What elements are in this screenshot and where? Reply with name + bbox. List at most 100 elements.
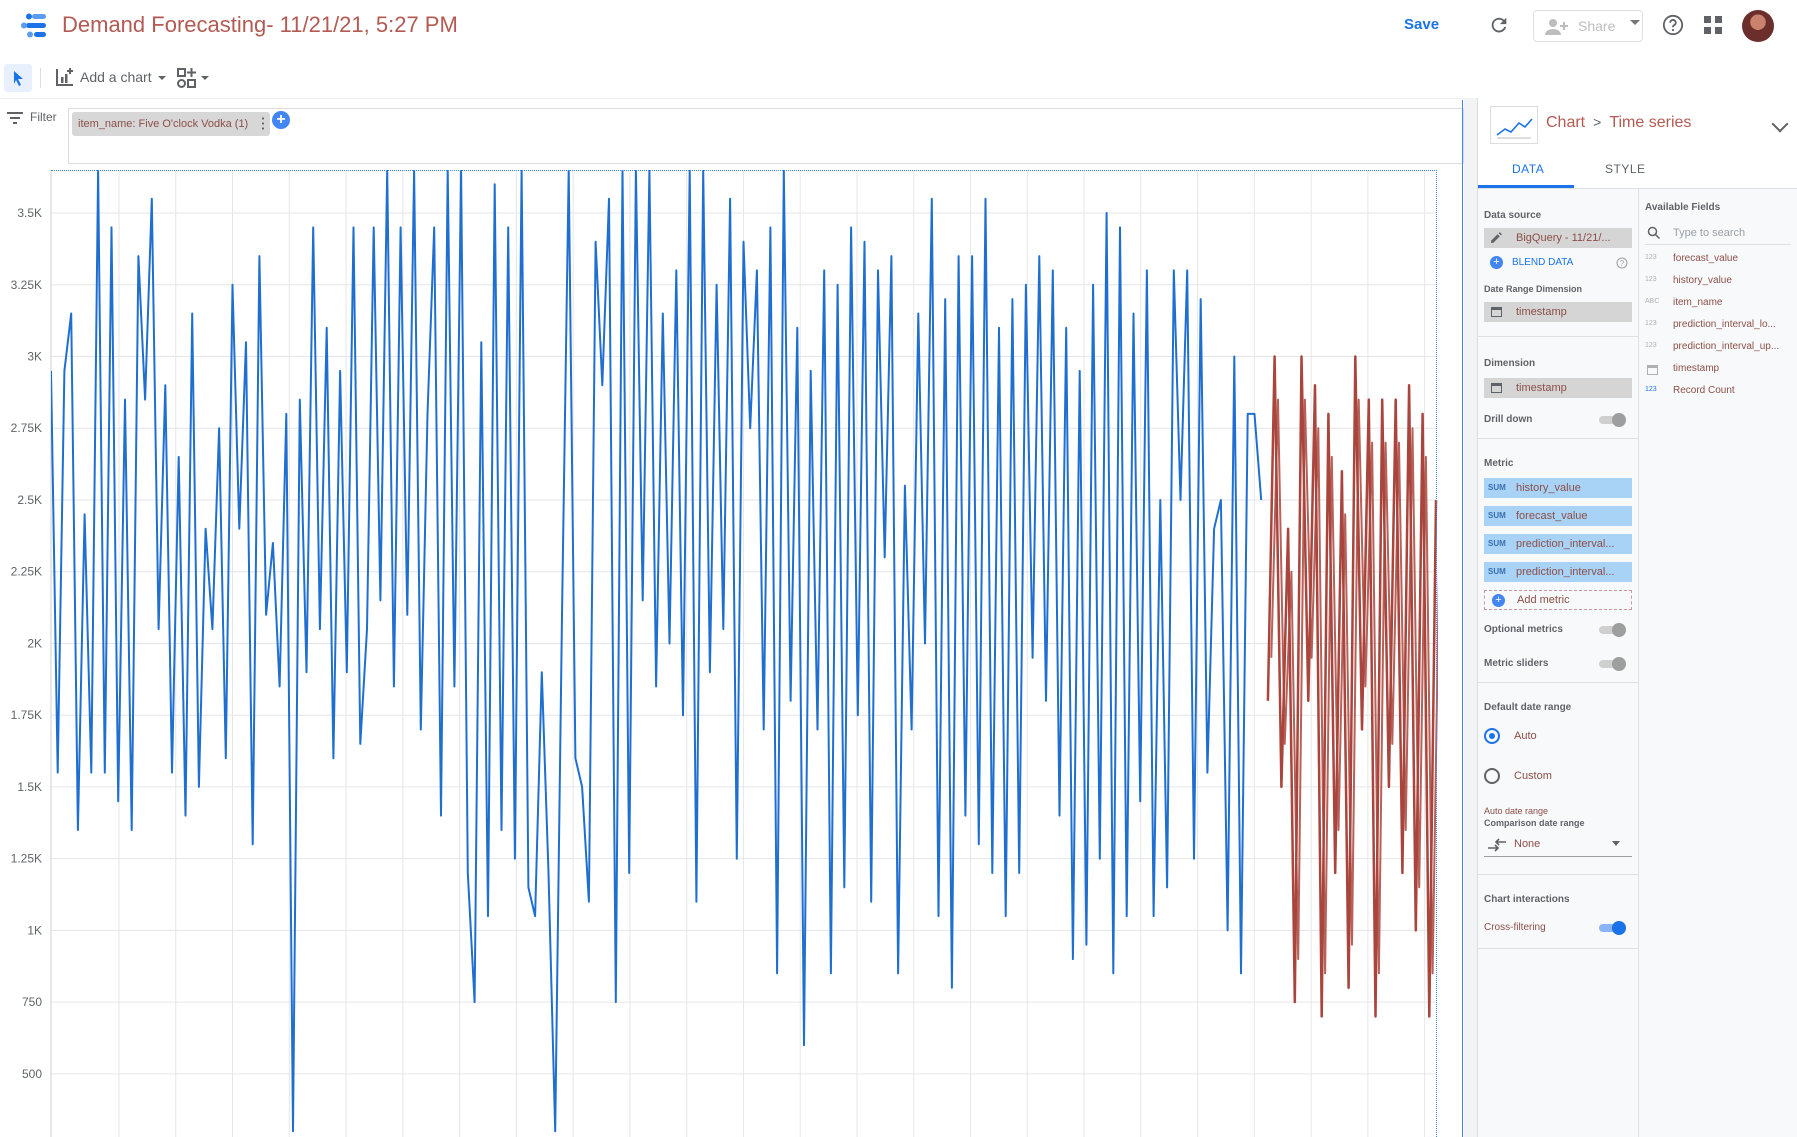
toolbar-divider <box>40 68 41 88</box>
drill-down-toggle[interactable] <box>1596 413 1626 427</box>
metric-agg[interactable]: SUM <box>1488 539 1506 548</box>
auto-radio[interactable] <box>1484 728 1500 744</box>
optional-metrics-label: Optional metrics <box>1484 624 1563 635</box>
comparison-date-range-select[interactable]: None <box>1484 834 1632 857</box>
dimension-pill[interactable]: timestamp <box>1484 378 1632 398</box>
share-button[interactable]: Share <box>1533 10 1643 42</box>
y-tick-label: 3K <box>27 350 42 364</box>
date-range-dimension-pill[interactable]: timestamp <box>1484 302 1632 322</box>
metric-pill-history[interactable]: SUM history_value <box>1484 478 1632 498</box>
apps-grid-icon[interactable] <box>1703 15 1723 35</box>
field-item[interactable]: 123 Record Count <box>1645 384 1795 400</box>
dropdown-arrow-icon <box>1612 841 1620 846</box>
auto-label: Auto <box>1514 730 1537 742</box>
tab-style[interactable]: STYLE <box>1605 162 1646 176</box>
dimension-value: timestamp <box>1516 382 1567 394</box>
data-source-value: BigQuery - 11/21/... <box>1516 232 1611 244</box>
field-name: prediction_interval_up... <box>1673 341 1780 352</box>
metric-agg[interactable]: SUM <box>1488 567 1506 576</box>
field-item[interactable]: 123 forecast_value <box>1645 252 1795 268</box>
metric-sliders-toggle[interactable] <box>1596 657 1626 671</box>
report-title[interactable]: Demand Forecasting- 11/21/21, 5:27 PM <box>62 12 458 37</box>
y-tick-label: 2.75K <box>11 421 42 435</box>
field-type: ABC <box>1645 298 1660 305</box>
data-config-column: Data source BigQuery - 11/21/... + BLEND… <box>1478 188 1639 1137</box>
metric-agg[interactable]: SUM <box>1488 483 1506 492</box>
y-tick-label: 3.25K <box>11 278 42 292</box>
field-type: 123 <box>1645 320 1657 327</box>
filter-control-box[interactable]: item_name: Five O'clock Vodka (1) <box>68 108 1464 164</box>
search-icon <box>1647 226 1661 240</box>
cross-filtering-toggle[interactable] <box>1596 921 1626 935</box>
metric-pill-forecast[interactable]: SUM forecast_value <box>1484 506 1632 526</box>
date-range-dimension-value: timestamp <box>1516 306 1567 318</box>
custom-radio[interactable] <box>1484 768 1500 784</box>
y-tick-label: 1.5K <box>17 780 42 794</box>
field-name: prediction_interval_lo... <box>1673 319 1776 330</box>
optional-metrics-toggle[interactable] <box>1596 623 1626 637</box>
chevron-down-icon[interactable] <box>1771 115 1789 133</box>
y-tick-label: 750 <box>22 995 42 1009</box>
metric-pill-interval-upper[interactable]: SUM prediction_interval... <box>1484 562 1632 582</box>
blend-plus-icon: + <box>1490 256 1503 269</box>
y-tick-label: 1.25K <box>11 852 42 866</box>
data-source-pill[interactable]: BigQuery - 11/21/... <box>1484 228 1632 248</box>
custom-label: Custom <box>1514 770 1552 782</box>
field-type: 123 <box>1645 342 1657 349</box>
series-line-history <box>51 170 1263 1133</box>
metric-name: history_value <box>1516 482 1581 494</box>
dimension-label: Dimension <box>1484 358 1536 369</box>
data-studio-logo-icon[interactable] <box>20 12 52 40</box>
add-component-icon[interactable] <box>176 66 212 90</box>
y-tick-label: 1.75K <box>11 708 42 722</box>
field-item[interactable]: timestamp <box>1645 362 1795 378</box>
auto-date-range-label: Auto date range <box>1484 806 1549 816</box>
add-metric-button[interactable]: + Add metric <box>1484 590 1632 610</box>
crumb-chart-type[interactable]: Time series <box>1609 114 1692 131</box>
data-source-label: Data source <box>1484 210 1542 221</box>
help-icon[interactable] <box>1662 14 1684 36</box>
user-avatar[interactable] <box>1742 10 1774 42</box>
share-dropdown-icon[interactable] <box>1630 20 1640 25</box>
metric-name: prediction_interval... <box>1516 566 1615 578</box>
default-date-range-label: Default date range <box>1484 702 1572 713</box>
time-series-chart-icon[interactable] <box>1490 106 1538 144</box>
field-search-input[interactable] <box>1673 224 1785 242</box>
blend-data-button[interactable]: + BLEND DATA ? <box>1484 254 1632 272</box>
field-item[interactable]: ABC item_name <box>1645 296 1795 312</box>
selection-border-top <box>51 170 1437 171</box>
help-circle-icon[interactable]: ? <box>1616 257 1628 269</box>
add-metric-label: Add metric <box>1517 594 1570 606</box>
chart-interactions-label: Chart interactions <box>1484 894 1570 905</box>
refresh-icon[interactable] <box>1488 14 1510 36</box>
more-vert-icon[interactable] <box>262 116 265 130</box>
add-filter-button[interactable]: + <box>272 111 290 129</box>
field-item[interactable]: 123 prediction_interval_up... <box>1645 340 1795 356</box>
metric-name: prediction_interval... <box>1516 538 1615 550</box>
calendar-icon <box>1491 383 1502 393</box>
field-item[interactable]: 123 prediction_interval_lo... <box>1645 318 1795 334</box>
edit-pencil-icon[interactable] <box>1490 231 1503 244</box>
canvas-edge <box>1462 100 1463 1137</box>
metric-pill-interval-lower[interactable]: SUM prediction_interval... <box>1484 534 1632 554</box>
metric-agg[interactable]: SUM <box>1488 511 1506 520</box>
tab-data[interactable]: DATA <box>1512 162 1545 176</box>
calendar-icon <box>1491 307 1502 317</box>
save-button[interactable]: Save <box>1404 16 1440 33</box>
blend-data-label: BLEND DATA <box>1512 257 1574 268</box>
field-item[interactable]: 123 history_value <box>1645 274 1795 290</box>
panel-tabs: DATA STYLE <box>1478 150 1797 189</box>
filter-icon <box>7 112 23 124</box>
panel-header: Chart > Time series <box>1478 98 1797 151</box>
add-chart-caret-icon <box>158 76 166 80</box>
time-series-chart[interactable]: 3.5K 3.25K 3K 2.75K 2.5K 2.25K 2K 1.75K 1.5K 1.25… <box>0 170 1464 1137</box>
select-tool-button[interactable] <box>4 64 32 92</box>
crumb-chart[interactable]: Chart <box>1546 114 1586 131</box>
add-person-icon <box>1545 19 1568 35</box>
filter-chip[interactable]: item_name: Five O'clock Vodka (1) <box>72 112 271 136</box>
section-divider <box>1478 948 1638 949</box>
top-bar: Demand Forecasting- 11/21/21, 5:27 PM Sa… <box>0 0 1797 57</box>
chart-svg[interactable]: 3.5K 3.25K 3K 2.75K 2.5K 2.25K 2K 1.75K 1.5K 1.25… <box>0 170 1464 1137</box>
share-label: Share <box>1578 18 1616 34</box>
cursor-icon <box>14 71 23 86</box>
